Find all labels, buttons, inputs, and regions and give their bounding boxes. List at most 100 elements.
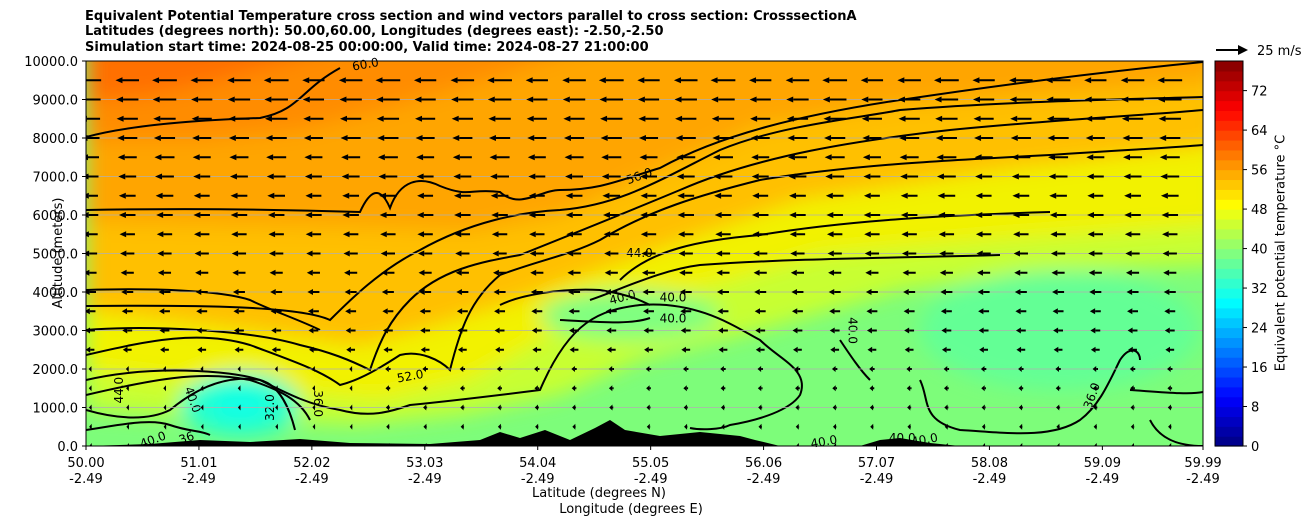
wind-vector xyxy=(833,443,837,446)
wind-vector xyxy=(568,308,580,315)
y-tick-label: 8000.0 xyxy=(33,132,79,147)
wind-vector xyxy=(751,173,769,180)
wind-vector xyxy=(1015,308,1027,315)
x-tick-label-lon: -2.49 xyxy=(1186,472,1220,487)
wind-vector xyxy=(753,269,767,276)
wind-vector xyxy=(974,135,994,141)
wind-vector xyxy=(274,366,278,372)
wind-vector xyxy=(863,173,881,180)
wind-vector xyxy=(275,423,278,430)
wind-vector xyxy=(900,212,918,218)
wind-vector xyxy=(267,192,286,199)
wind-vector xyxy=(275,404,278,411)
wind-vector xyxy=(638,135,659,141)
wind-vector xyxy=(569,327,579,334)
wind-vector xyxy=(679,289,692,295)
wind-vector xyxy=(676,154,696,161)
wind-vector xyxy=(89,423,92,430)
wind-vector xyxy=(937,192,956,199)
wind-vector xyxy=(193,173,211,180)
wind-vector xyxy=(489,154,510,161)
wind-vector xyxy=(342,231,359,238)
wind-vector xyxy=(1167,366,1173,372)
wind-vector xyxy=(238,423,241,430)
wind-vector xyxy=(195,269,209,276)
wind-vector xyxy=(345,327,356,334)
wind-vector xyxy=(902,250,917,257)
wind-vector xyxy=(786,96,809,103)
wind-vector xyxy=(413,77,437,84)
wind-vector xyxy=(646,423,651,430)
wind-vector xyxy=(231,231,247,238)
wind-vector xyxy=(116,96,139,103)
colorbar-tick-label: 56 xyxy=(1251,164,1268,179)
wind-vector xyxy=(346,346,356,353)
contour-label: 36 xyxy=(177,429,196,447)
y-tick-label: 5000.0 xyxy=(33,248,79,263)
x-tick-label-lat: 54.04 xyxy=(519,456,556,471)
wind-vector xyxy=(229,154,249,161)
wind-vector xyxy=(117,154,137,161)
quiver-key: 25 m/s xyxy=(1216,44,1302,59)
contour-label: 52.0 xyxy=(396,367,425,385)
wind-vector xyxy=(190,77,213,84)
wind-vector xyxy=(453,192,471,199)
wind-vector xyxy=(88,385,92,392)
wind-vector xyxy=(1167,404,1172,411)
wind-vector xyxy=(159,308,170,315)
wind-vector xyxy=(157,269,172,276)
wind-vector xyxy=(598,77,624,84)
wind-vector xyxy=(789,192,806,199)
wind-vector xyxy=(1084,77,1107,84)
wind-vector xyxy=(938,212,955,218)
wind-vector xyxy=(233,308,245,315)
wind-vector xyxy=(534,385,540,392)
colorbar-level xyxy=(1215,288,1243,299)
wind-vector xyxy=(711,96,735,103)
wind-vector xyxy=(675,135,696,141)
wind-vector xyxy=(1124,212,1141,218)
wind-vector xyxy=(1018,385,1024,392)
wind-vector xyxy=(683,366,689,372)
wind-vector xyxy=(906,366,912,372)
wind-vector xyxy=(568,289,581,295)
wind-vector xyxy=(1012,212,1030,218)
colorbar-level xyxy=(1215,139,1243,151)
wind-vector xyxy=(824,135,846,141)
wind-vector xyxy=(976,250,991,257)
wind-vector xyxy=(861,115,882,122)
wind-vector xyxy=(1157,96,1182,103)
wind-vector xyxy=(934,96,959,103)
wind-vector xyxy=(303,115,324,122)
wind-vector xyxy=(755,327,766,334)
wind-vector xyxy=(422,366,428,372)
wind-vector xyxy=(534,366,540,372)
x-tick-label-lon: -2.49 xyxy=(521,472,555,487)
x-tick-label-lat: 50.00 xyxy=(67,456,104,471)
wind-vector xyxy=(453,173,472,180)
wind-vector xyxy=(822,96,847,103)
wind-vector xyxy=(191,115,212,122)
wind-vector xyxy=(825,192,844,199)
colorbar-level xyxy=(1215,159,1243,171)
wind-vector xyxy=(828,269,842,276)
wind-vector xyxy=(1090,327,1101,334)
wind-vector xyxy=(972,96,995,103)
wind-vector xyxy=(604,250,619,257)
wind-vector xyxy=(1055,385,1061,392)
contour-label: 36.0 xyxy=(311,390,325,417)
wind-vector xyxy=(981,404,986,411)
wind-vector xyxy=(600,135,622,141)
colorbar-level xyxy=(1215,100,1243,111)
colorbar-level xyxy=(1215,357,1243,368)
wind-vector xyxy=(493,289,506,295)
wind-vector xyxy=(490,192,509,199)
wind-vector xyxy=(460,423,465,430)
wind-vector xyxy=(979,346,988,353)
wind-vector xyxy=(460,404,465,411)
wind-vector xyxy=(1093,404,1098,411)
wind-vector xyxy=(195,289,208,295)
wind-vector xyxy=(1163,269,1177,276)
wind-vector xyxy=(377,135,399,141)
wind-vector xyxy=(714,212,732,218)
